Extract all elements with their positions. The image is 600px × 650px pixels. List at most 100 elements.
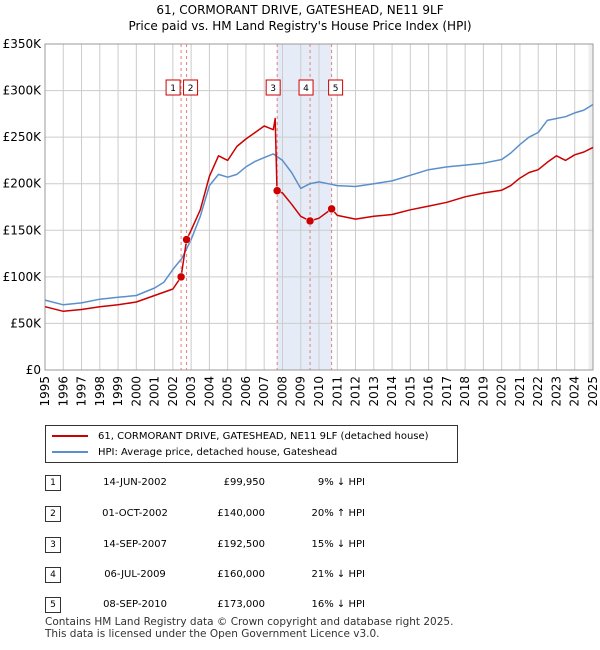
- transaction-label-box-frame: [265, 79, 281, 96]
- y-tick-label: £0: [26, 363, 41, 377]
- x-tick-label: 1999: [111, 376, 125, 407]
- x-tick-label: 2024: [568, 376, 582, 407]
- transaction-price: £192,500: [217, 539, 265, 550]
- x-tick-label: 1996: [56, 376, 70, 407]
- x-tick-label: 2005: [221, 376, 235, 407]
- y-tick-label: £300K: [3, 84, 43, 98]
- transaction-price: £173,000: [217, 599, 265, 610]
- transaction-label-text: 5: [333, 84, 339, 94]
- transaction-row: 5 08-SEP-2010 £173,000 16% ↓ HPI: [45, 597, 465, 615]
- y-tick-label: £50K: [10, 316, 42, 330]
- transaction-label-box: 4: [298, 79, 314, 96]
- transaction-date: 06-JUL-2009: [104, 569, 166, 580]
- x-tick-label: 2022: [531, 376, 545, 407]
- x-tick-label: 2016: [422, 376, 436, 407]
- x-tick-label: 2010: [312, 376, 326, 407]
- y-tick-label: £350K: [3, 37, 43, 51]
- chart-legend: 61, CORMORANT DRIVE, GATESHEAD, NE11 9LF…: [45, 425, 458, 463]
- transaction-label-box-frame: [298, 79, 314, 96]
- transaction-label-text: 1: [170, 84, 176, 94]
- transaction-hpi-delta: 9% ↓ HPI: [317, 477, 365, 488]
- price-chart: £0 £50K £100K £150K £200K £250K £300K £350K 1995…: [3, 37, 600, 407]
- legend-label-hpi: HPI: Average price, detached house, Gate…: [98, 446, 338, 458]
- x-tick-label: 2006: [239, 376, 253, 407]
- x-tick-label: 2019: [476, 376, 490, 407]
- x-tick-label: 2017: [440, 376, 454, 407]
- transaction-label-box-frame: [165, 79, 181, 96]
- transaction-label-box-frame: [183, 79, 199, 96]
- x-tick-label: 2025: [586, 376, 600, 407]
- transaction-label-box: 5: [328, 79, 344, 96]
- x-tick-label: 2012: [349, 376, 363, 407]
- transaction-hpi-delta: 21% ↓ HPI: [311, 569, 365, 580]
- hpi-series-line: [44, 103, 594, 306]
- transaction-row: 4 06-JUL-2009 £160,000 21% ↓ HPI: [45, 567, 465, 585]
- x-tick-label: 2004: [202, 376, 216, 407]
- x-tick-label: 1998: [93, 376, 107, 407]
- transaction-label-text: 4: [303, 84, 309, 94]
- x-tick-label: 1995: [38, 376, 52, 407]
- transaction-point: [176, 272, 186, 282]
- legend-swatch-property: [52, 435, 88, 437]
- transaction-label-text: 2: [188, 84, 194, 94]
- legend-label-property: 61, CORMORANT DRIVE, GATESHEAD, NE11 9LF…: [98, 430, 429, 442]
- x-tick-label: 2015: [403, 376, 417, 407]
- x-tick-label: 2000: [129, 376, 143, 407]
- x-tick-label: 2009: [294, 376, 308, 407]
- y-tick-label: £100K: [3, 270, 43, 284]
- transaction-date: 08-SEP-2010: [103, 599, 167, 610]
- x-tick-label: 2001: [148, 376, 162, 407]
- x-tick-label: 2003: [184, 376, 198, 407]
- transaction-date: 14-SEP-2007: [103, 539, 167, 550]
- footer-attribution: Contains HM Land Registry data © Crown c…: [45, 616, 453, 640]
- chart-title-line2: Price paid vs. HM Land Registry's House …: [128, 19, 472, 33]
- transaction-number-badge: 3: [45, 537, 61, 553]
- transaction-row: 1 14-JUN-2002 £99,950 9% ↓ HPI: [45, 475, 465, 493]
- y-tick-label: £150K: [3, 223, 43, 237]
- y-tick-label: £200K: [3, 177, 43, 191]
- transaction-number-badge: 5: [45, 597, 61, 613]
- transaction-number-badge: 4: [45, 567, 61, 583]
- x-tick-label: 2014: [385, 376, 399, 407]
- shaded-period: [277, 44, 332, 370]
- transaction-label-box: 1: [165, 79, 181, 96]
- transaction-date: 01-OCT-2002: [102, 508, 168, 519]
- transaction-point: [272, 186, 282, 195]
- legend-item-hpi: HPI: Average price, detached house, Gate…: [52, 445, 337, 459]
- transaction-number-badge: 1: [45, 475, 61, 491]
- transaction-hpi-delta: 16% ↓ HPI: [311, 599, 365, 610]
- x-tick-label: 1997: [75, 376, 89, 407]
- x-tick-label: 2007: [257, 376, 271, 407]
- transaction-point: [182, 235, 191, 244]
- x-tick-label: 2018: [458, 376, 472, 407]
- x-tick-label: 2021: [513, 376, 527, 407]
- transaction-point: [327, 204, 336, 214]
- x-tick-label: 2013: [367, 376, 381, 407]
- transaction-point: [305, 216, 315, 226]
- transaction-row: 3 14-SEP-2007 £192,500 15% ↓ HPI: [45, 537, 465, 555]
- transaction-label-box: 3: [265, 79, 281, 96]
- transaction-label-text: 3: [270, 84, 276, 94]
- x-tick-label: 2002: [166, 376, 180, 407]
- transaction-price: £160,000: [217, 569, 265, 580]
- legend-swatch-hpi: [52, 451, 88, 453]
- footer-line1: Contains HM Land Registry data © Crown c…: [45, 616, 454, 628]
- transaction-label-box-frame: [328, 79, 344, 96]
- plot-frame: [44, 43, 594, 371]
- y-tick-label: £250K: [3, 130, 43, 144]
- x-tick-label: 2011: [330, 376, 344, 407]
- transaction-date: 14-JUN-2002: [103, 477, 167, 488]
- x-tick-label: 2020: [495, 376, 509, 407]
- transaction-number-badge: 2: [45, 506, 61, 522]
- x-tick-label: 2023: [549, 376, 563, 407]
- transaction-row: 2 01-OCT-2002 £140,000 20% ↑ HPI: [45, 506, 465, 524]
- transaction-hpi-delta: 15% ↓ HPI: [311, 539, 365, 550]
- footer-line2: This data is licensed under the Open Gov…: [45, 628, 380, 640]
- transaction-hpi-delta: 20% ↑ HPI: [311, 508, 365, 519]
- forecast-region: [588, 44, 593, 370]
- chart-title-line1: 61, CORMORANT DRIVE, GATESHEAD, NE11 9LF: [156, 3, 444, 17]
- transaction-price: £99,950: [223, 477, 265, 488]
- x-tick-label: 2008: [275, 376, 289, 407]
- transaction-price: £140,000: [217, 508, 265, 519]
- legend-item-property: 61, CORMORANT DRIVE, GATESHEAD, NE11 9LF…: [52, 429, 429, 443]
